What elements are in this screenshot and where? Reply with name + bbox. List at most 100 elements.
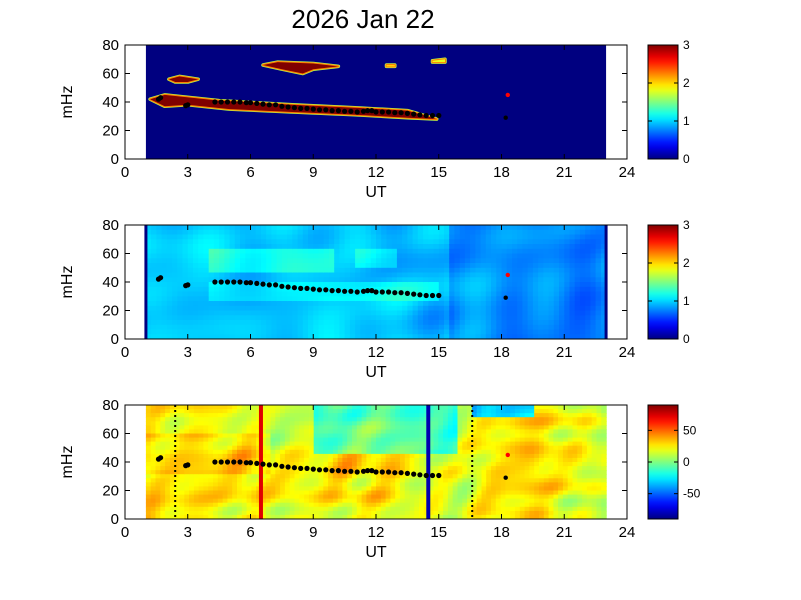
heatmap-cell — [261, 510, 267, 516]
heatmap-cell — [318, 324, 325, 331]
heatmap-cell — [447, 490, 454, 496]
heatmap-cell — [579, 229, 586, 236]
heatmap-cell — [245, 301, 252, 307]
heatmap-cell — [203, 457, 209, 463]
heatmap-cell — [169, 462, 176, 467]
heatmap-cell — [428, 413, 435, 418]
heatmap-cell — [548, 296, 555, 302]
heatmap-cell — [517, 305, 523, 312]
heatmap-cell — [539, 474, 545, 479]
heatmap-cell — [381, 272, 387, 278]
heatmap-cell — [265, 429, 272, 435]
heatmap-cell — [438, 225, 445, 231]
heatmap-cell — [539, 482, 545, 488]
heatmap-cell — [349, 329, 356, 335]
heatmap-cell — [328, 514, 334, 519]
heatmap-cell — [287, 229, 293, 236]
heatmap-cell — [481, 413, 487, 418]
heatmap-cell — [332, 453, 339, 459]
heatmap-cell — [208, 514, 214, 519]
heatmap-cell — [198, 514, 204, 519]
heatmap-cell — [582, 474, 588, 479]
heatmap-cell — [165, 437, 171, 443]
heatmap-cell — [457, 498, 463, 504]
heatmap-cell — [395, 409, 401, 414]
heatmap-cell — [256, 421, 262, 426]
heatmap-cell — [337, 502, 344, 508]
heatmap-cell — [596, 466, 602, 471]
heatmap-cell — [385, 429, 391, 435]
heatmap-cell — [224, 329, 231, 335]
heatmap-cell — [179, 433, 185, 439]
heatmap-cell — [539, 498, 545, 504]
heatmap-cell — [569, 291, 576, 297]
heatmap-cell — [577, 437, 583, 443]
heatmap-cell — [481, 510, 487, 516]
heatmap-cell — [213, 482, 219, 488]
heatmap-cell — [261, 253, 267, 259]
heatmap-cell — [219, 225, 225, 231]
heatmap-cell — [579, 324, 586, 331]
heatmap-cell — [480, 258, 487, 264]
heatmap-cell — [337, 470, 344, 475]
heatmap-cell — [548, 258, 555, 264]
heatmap-cell — [297, 239, 304, 245]
heatmap-cell — [193, 296, 199, 302]
heatmap-cell — [313, 301, 320, 307]
heatmap-cell — [366, 433, 372, 439]
heatmap-cell — [281, 301, 288, 307]
heatmap-cell — [337, 417, 344, 422]
heatmap-cell — [276, 277, 283, 283]
heatmap-cell — [562, 502, 569, 508]
heatmap-cell — [529, 429, 535, 435]
heatmap-cell — [572, 437, 578, 443]
heatmap-cell — [381, 296, 387, 302]
heatmap-cell — [224, 320, 231, 326]
heatmap-cell — [370, 267, 377, 274]
heatmap-cell — [529, 474, 535, 479]
heatmap-cell — [323, 320, 330, 326]
heatmap-cell — [577, 470, 583, 475]
heatmap-cell — [318, 225, 325, 231]
heatmap-cell — [433, 490, 439, 496]
heatmap-cell — [572, 466, 578, 471]
heatmap-cell — [564, 267, 571, 274]
heatmap-cell — [344, 291, 351, 297]
heatmap-cell — [548, 425, 554, 431]
heatmap-cell — [203, 229, 210, 236]
heatmap-cell — [219, 253, 225, 259]
heatmap-cell — [532, 329, 539, 335]
heatmap-cell — [304, 437, 310, 443]
heatmap-cell — [591, 409, 598, 414]
heatmap-cell — [193, 506, 200, 512]
heatmap-cell — [532, 291, 539, 297]
heatmap-cell — [534, 437, 540, 443]
heatmap-cell — [182, 244, 189, 250]
ridge-point — [224, 279, 231, 285]
heatmap-cell — [538, 334, 544, 339]
heatmap-cell — [271, 305, 278, 312]
heatmap-cell — [240, 301, 246, 307]
heatmap-cell — [265, 506, 272, 512]
heatmap-cell — [355, 329, 361, 335]
heatmap-cell — [361, 417, 367, 422]
ridge-point — [237, 279, 243, 285]
heatmap-cell — [519, 437, 526, 443]
heatmap-cell — [308, 239, 314, 245]
heatmap-cell — [229, 324, 236, 331]
heatmap-cell — [166, 263, 173, 269]
heatmap-cell — [213, 286, 220, 293]
heatmap-cell — [444, 291, 450, 297]
heatmap-cell — [524, 486, 530, 492]
heatmap-cell — [251, 498, 257, 504]
heatmap-cell — [222, 413, 228, 418]
heatmap-cell — [414, 457, 420, 463]
heatmap-cell — [156, 301, 163, 307]
heatmap-cell — [184, 506, 190, 512]
heatmap-cell — [417, 286, 424, 293]
heatmap-cell — [491, 229, 497, 236]
heatmap-cell — [515, 514, 521, 519]
heatmap-cell — [366, 486, 372, 492]
heatmap-cell — [177, 334, 184, 339]
heatmap-cell — [332, 514, 339, 519]
